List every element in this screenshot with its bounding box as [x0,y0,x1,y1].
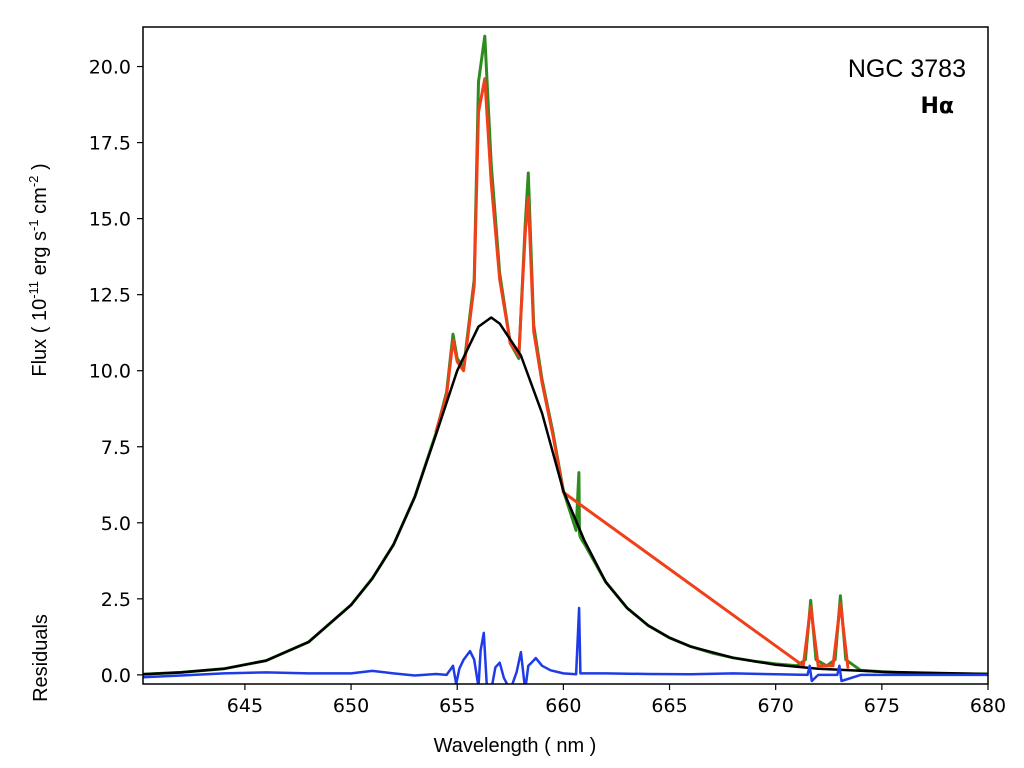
y-tick-label: 12.5 [89,285,131,307]
plot-frame [142,26,989,685]
series-line-residuals [143,606,988,684]
y-axis-title-exp2: -1 [26,219,41,231]
series-layer [143,34,988,684]
y-axis-title-exp1: -11 [26,281,41,299]
x-axis: 645 650 655 660 665 670 675 680 [227,684,1006,717]
x-tick-label: 645 [227,695,263,717]
x-tick-label: 665 [651,695,687,717]
y-axis-title-part4: ) [29,163,51,175]
x-tick-label: 655 [439,695,475,717]
line-label: Hα [920,94,954,119]
y-tick-label: 10.0 [89,361,131,383]
y-axis: 0.0 2.5 5.0 7.5 10.0 12.5 15.0 17.5 20.0 [89,57,143,687]
object-name-label: NGC 3783 [848,55,966,83]
y-tick-label: 2.5 [101,589,131,611]
residuals-label: Residuals [30,614,52,702]
x-tick-label: 680 [970,695,1006,717]
x-tick-label: 660 [545,695,581,717]
y-tick-label: 20.0 [89,57,131,79]
x-tick-label: 650 [333,695,369,717]
y-tick-label: 17.5 [89,133,131,155]
y-tick-label: 5.0 [101,513,131,535]
y-tick-label: 15.0 [89,209,131,231]
x-axis-title: Wavelength ( nm ) [434,735,597,757]
y-tick-label: 7.5 [101,437,131,459]
y-axis-title-part1: Flux ( 10 [29,299,51,377]
series-line-broad-component [143,316,988,676]
series-line-total-model [434,77,850,669]
y-tick-label: 0.0 [101,665,131,687]
x-tick-label: 670 [758,695,794,717]
y-axis-title-part2: erg s [29,231,51,281]
y-axis-title: Flux ( 10-11 erg s-1 cm-2 ) [26,163,51,376]
x-tick-label: 675 [864,695,900,717]
y-axis-title-part3: cm [29,187,51,219]
y-axis-title-exp3: -2 [26,176,41,188]
